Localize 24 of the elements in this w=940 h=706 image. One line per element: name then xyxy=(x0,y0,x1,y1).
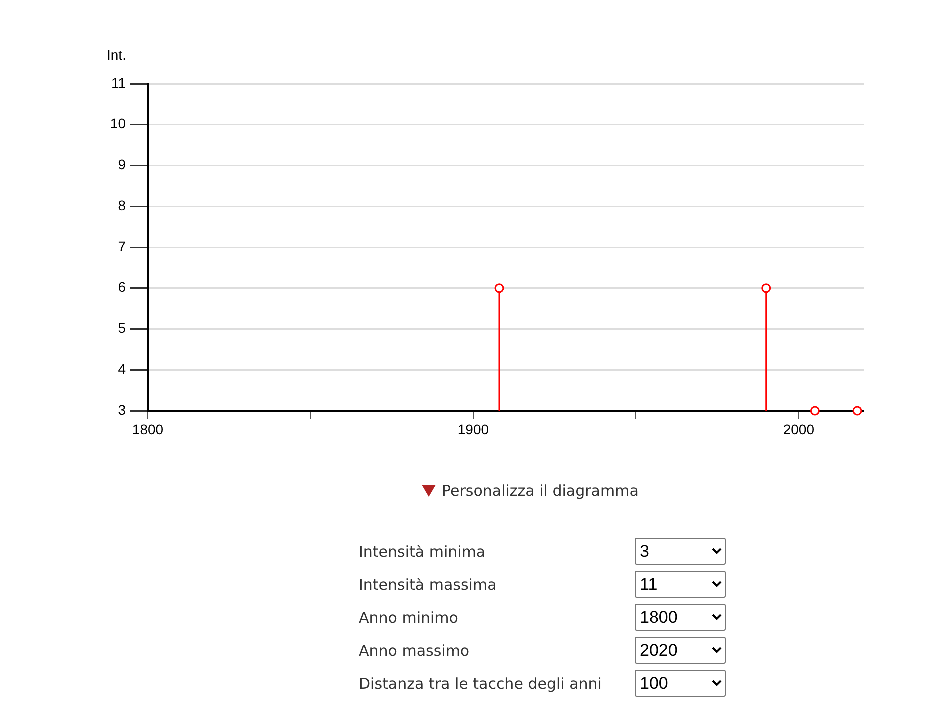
y-tick-label: 5 xyxy=(118,320,126,336)
y-tick-label: 3 xyxy=(118,402,126,418)
y-tick-label: 9 xyxy=(118,156,126,173)
y-tick-label: 10 xyxy=(110,116,126,132)
text: 1800 xyxy=(635,604,726,631)
y-tick-label: 6 xyxy=(118,279,126,296)
text: Anno minimo xyxy=(359,608,458,626)
text: 3 xyxy=(635,538,726,565)
text: 11 xyxy=(635,571,726,598)
text: Anno massimo xyxy=(359,642,470,660)
x-tick-label: 2000 xyxy=(783,421,815,438)
text: Personalizza il diagramma xyxy=(442,482,639,500)
y-tick-label: 8 xyxy=(118,197,126,214)
text: Distanza tra le tacche degli anni xyxy=(359,674,602,692)
y-tick-label: 11 xyxy=(111,74,126,91)
text: Intensità massima xyxy=(359,576,497,594)
text: 2020 xyxy=(635,637,726,664)
y-tick-label: 4 xyxy=(118,360,126,377)
y-tick-label: 7 xyxy=(118,238,126,254)
x-tick-label: 1800 xyxy=(132,421,164,438)
text: 100 xyxy=(635,670,726,697)
y-axis-title: Int. xyxy=(107,47,126,63)
text: Intensità minima xyxy=(359,542,486,560)
x-tick-label: 1900 xyxy=(458,421,490,438)
